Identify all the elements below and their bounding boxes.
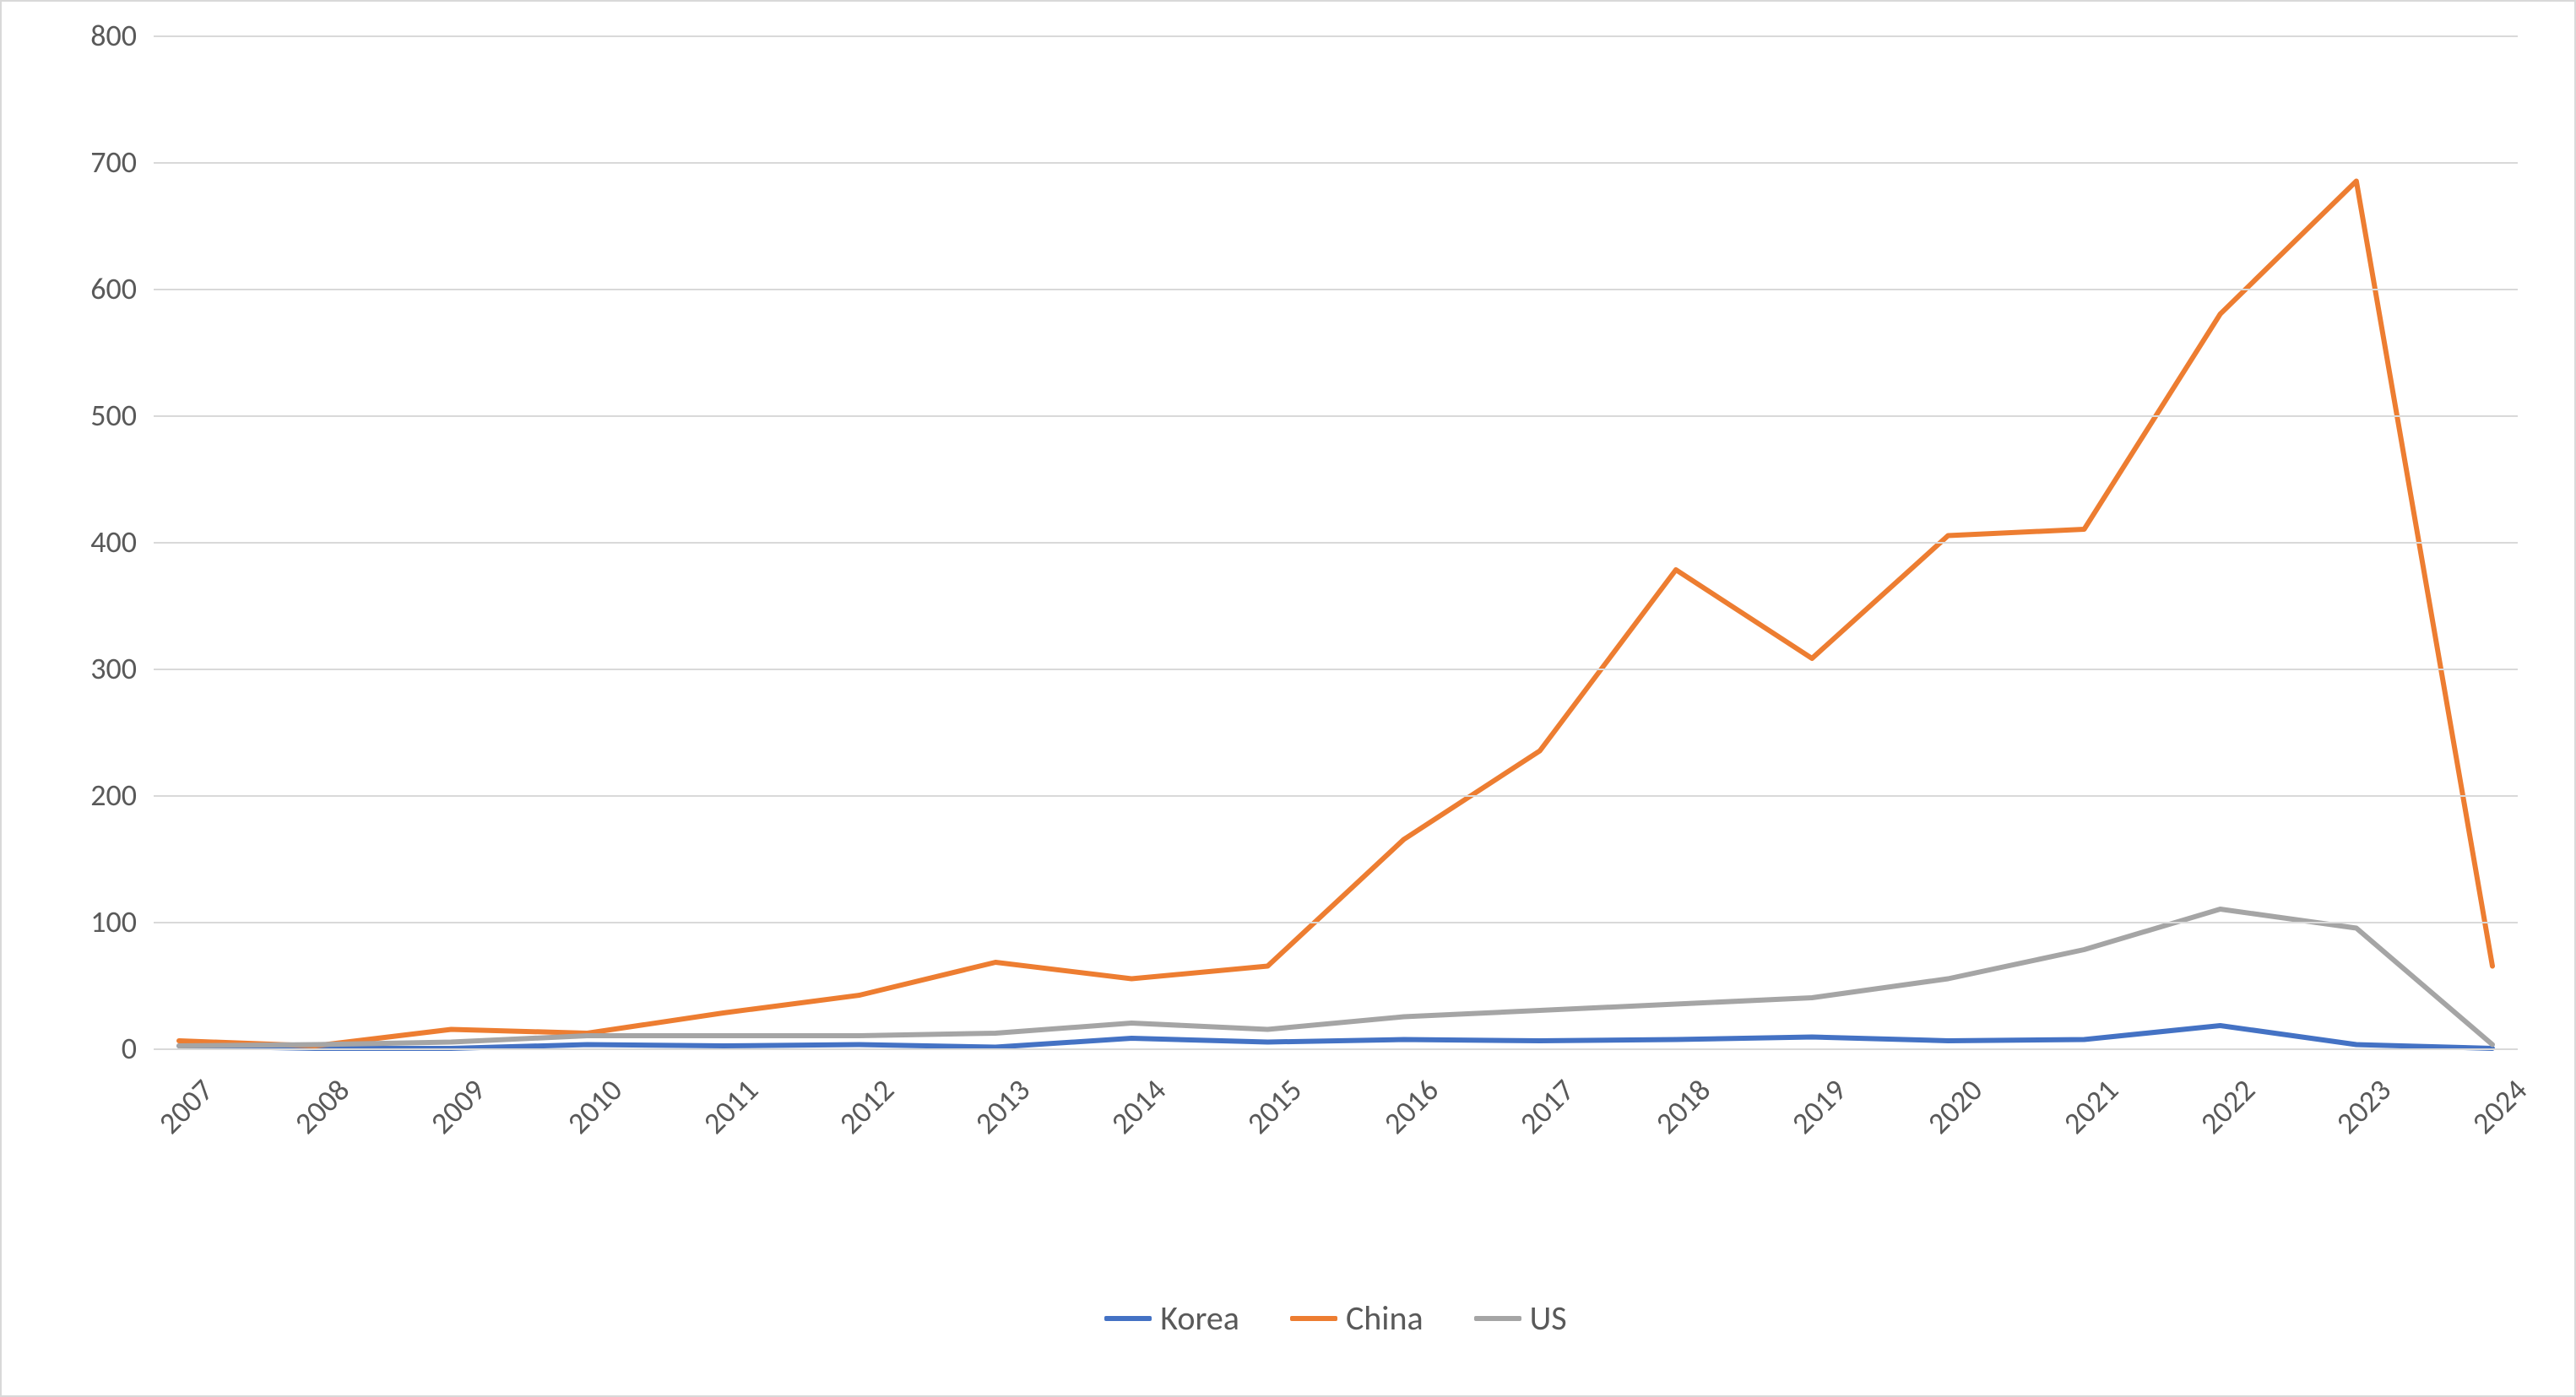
legend-item-china: China — [1290, 1297, 1424, 1339]
y-gridline — [154, 795, 2518, 797]
y-gridline — [154, 1048, 2518, 1050]
y-tick-label: 500 — [2, 397, 137, 434]
x-tick-label: 2007 — [151, 1072, 221, 1142]
legend-label: Korea — [1160, 1297, 1239, 1339]
y-gridline — [154, 289, 2518, 290]
y-tick-label: 600 — [2, 270, 137, 307]
y-tick-label: 700 — [2, 143, 137, 181]
x-tick-label: 2012 — [832, 1072, 902, 1142]
legend-swatch — [1290, 1316, 1337, 1321]
x-tick-label: 2021 — [2057, 1072, 2127, 1142]
y-gridline — [154, 542, 2518, 544]
y-gridline — [154, 669, 2518, 670]
x-tick-label: 2019 — [1784, 1072, 1854, 1142]
y-tick-label: 100 — [2, 903, 137, 940]
x-tick-label: 2009 — [423, 1072, 493, 1142]
legend-item-us: US — [1474, 1297, 1567, 1339]
x-tick-label: 2013 — [968, 1072, 1038, 1142]
x-tick-label: 2008 — [287, 1072, 357, 1142]
y-tick-label: 400 — [2, 523, 137, 560]
y-gridline — [154, 35, 2518, 37]
legend-swatch — [1104, 1316, 1152, 1321]
legend-label: China — [1346, 1297, 1424, 1339]
x-tick-label: 2024 — [2465, 1072, 2535, 1142]
plot-area — [154, 35, 2518, 1048]
x-tick-label: 2017 — [1512, 1072, 1582, 1142]
x-tick-label: 2016 — [1376, 1072, 1446, 1142]
legend: Korea China US — [154, 1297, 2518, 1339]
x-tick-label: 2020 — [1920, 1072, 1990, 1142]
legend-swatch — [1474, 1316, 1521, 1321]
y-gridline — [154, 162, 2518, 164]
series-line-us — [179, 909, 2492, 1046]
y-tick-label: 800 — [2, 17, 137, 54]
x-tick-label: 2023 — [2329, 1072, 2399, 1142]
x-tick-label: 2010 — [560, 1072, 630, 1142]
legend-item-korea: Korea — [1104, 1297, 1239, 1339]
legend-label: US — [1530, 1297, 1567, 1339]
y-gridline — [154, 415, 2518, 417]
x-tick-label: 2018 — [1648, 1072, 1718, 1142]
y-tick-label: 0 — [2, 1030, 137, 1067]
y-tick-label: 300 — [2, 650, 137, 687]
y-tick-label: 200 — [2, 777, 137, 814]
x-tick-label: 2015 — [1240, 1072, 1310, 1142]
x-tick-label: 2011 — [696, 1072, 766, 1142]
x-tick-label: 2014 — [1104, 1072, 1174, 1142]
chart-frame: Korea China US 0 100 200 300 400 500 600 700 800 20… — [0, 0, 2576, 1397]
series-line-china — [179, 181, 2492, 1047]
x-tick-label: 2022 — [2193, 1072, 2263, 1142]
y-gridline — [154, 922, 2518, 923]
